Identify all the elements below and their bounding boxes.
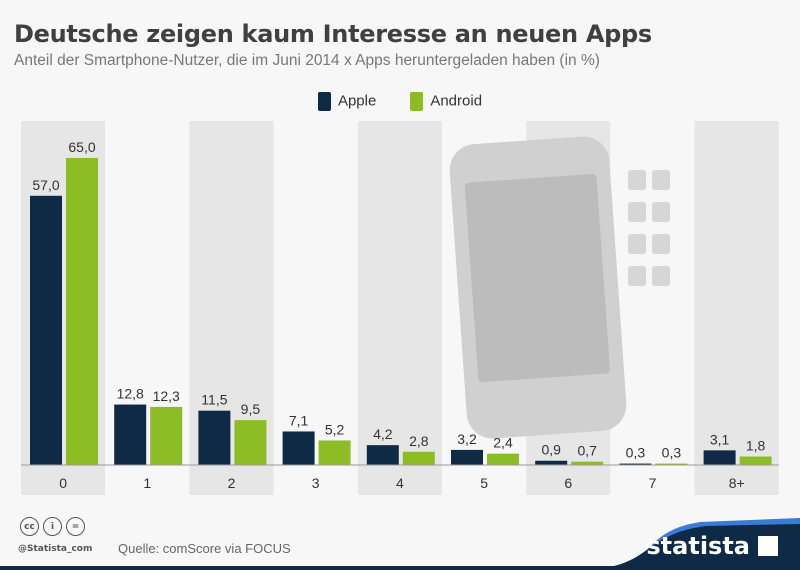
- category-label: 4: [396, 475, 404, 491]
- bar-apple: [535, 460, 568, 465]
- data-label-apple: 7,1: [289, 412, 309, 428]
- bar-android: [402, 451, 435, 465]
- chart-subtitle: Anteil der Smartphone-Nutzer, die im Jun…: [14, 52, 600, 69]
- data-label-apple: 12,8: [117, 386, 144, 402]
- cc-license-icons: cc i =: [20, 517, 85, 536]
- legend-item-apple: Apple: [317, 92, 377, 111]
- data-label-android: 0,3: [662, 445, 682, 461]
- category-label: 8+: [729, 475, 745, 491]
- bar-apple: [30, 195, 62, 466]
- data-label-android: 9,5: [241, 401, 261, 417]
- app-icon: [628, 170, 646, 190]
- data-label-android: 5,2: [325, 421, 345, 437]
- by-icon: i: [43, 517, 62, 536]
- bar-apple: [703, 450, 736, 465]
- app-icon: [652, 234, 670, 254]
- app-icon: [628, 202, 646, 222]
- statista-logo: statista: [646, 532, 778, 560]
- data-label-apple: 3,2: [457, 431, 477, 447]
- app-icon: [652, 170, 670, 190]
- data-label-apple: 4,2: [373, 426, 393, 442]
- legend: Apple Android: [0, 92, 800, 111]
- category-label: 6: [564, 475, 572, 491]
- data-label-apple: 57,0: [32, 177, 59, 193]
- footer-band: [0, 518, 800, 570]
- source-note: Quelle: comScore via FOCUS: [118, 541, 291, 556]
- bar-apple: [366, 445, 399, 465]
- bar-chart: 57,0 65,0 0 12,8 12,3 1 11,5 9,5 2 7,1 5,2 3 4,2 2,8 4…: [21, 121, 779, 495]
- data-label-apple: 11,5: [201, 392, 227, 408]
- bar-android: [487, 453, 519, 465]
- bar-android: [571, 461, 604, 465]
- category-label: 3: [312, 475, 320, 491]
- category-label: 5: [480, 475, 488, 491]
- phone-screen: [464, 173, 610, 383]
- data-label-android: 2,8: [409, 433, 429, 449]
- data-label-android: 0,7: [577, 443, 597, 459]
- app-icon: [628, 266, 646, 286]
- chart-title: Deutsche zeigen kaum Interesse an neuen …: [14, 20, 652, 48]
- twitter-handle: @Statista_com: [18, 544, 93, 554]
- bar-apple: [451, 449, 483, 465]
- app-icon: [652, 202, 670, 222]
- bar-apple: [282, 431, 315, 465]
- legend-item-android: Android: [410, 92, 482, 111]
- bar-android: [150, 406, 183, 465]
- cc-icon: cc: [20, 517, 39, 536]
- nd-icon: =: [66, 517, 85, 536]
- column-band: [694, 121, 779, 495]
- category-label: 1: [143, 475, 151, 491]
- category-label: 2: [228, 475, 236, 491]
- category-label: 0: [59, 475, 67, 491]
- data-label-android: 1,8: [746, 437, 766, 453]
- bar-android: [234, 420, 267, 465]
- bar-android: [739, 456, 772, 465]
- data-label-android: 2,4: [493, 435, 513, 451]
- legend-label-apple: Apple: [337, 92, 377, 110]
- app-icon: [652, 266, 670, 286]
- category-label: 7: [649, 475, 657, 491]
- brand-text: statista: [646, 532, 750, 560]
- data-label-android: 12,3: [153, 388, 180, 404]
- legend-swatch-apple: [317, 92, 331, 111]
- bar-android: [655, 463, 688, 465]
- column-band: [357, 121, 442, 495]
- bar-apple: [114, 404, 147, 465]
- statista-logo-icon: [758, 536, 778, 556]
- data-label-apple: 3,1: [710, 431, 730, 447]
- data-label-apple: 0,9: [541, 442, 561, 458]
- legend-label-android: Android: [430, 92, 483, 110]
- data-label-android: 65,0: [68, 139, 95, 155]
- bar-android: [318, 440, 351, 465]
- data-label-apple: 0,3: [626, 445, 646, 461]
- bar-apple: [619, 463, 652, 465]
- bar-android: [66, 158, 98, 465]
- app-icon: [628, 234, 646, 254]
- legend-swatch-android: [410, 92, 424, 111]
- bar-apple: [198, 410, 231, 465]
